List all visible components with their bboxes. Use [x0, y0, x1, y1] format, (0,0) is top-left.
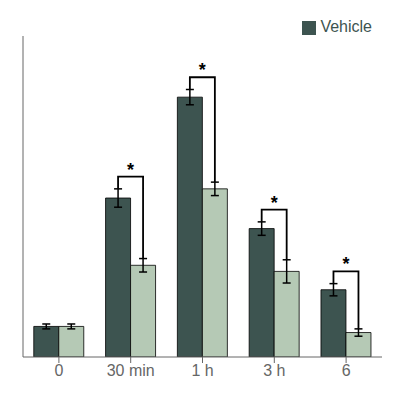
svg-text:*: *: [127, 160, 134, 180]
svg-text:*: *: [271, 193, 278, 213]
svg-text:*: *: [199, 60, 206, 80]
svg-text:6: 6: [342, 362, 351, 379]
svg-text:1 h: 1 h: [191, 362, 213, 379]
svg-text:*: *: [342, 254, 349, 274]
svg-text:0: 0: [54, 362, 63, 379]
svg-text:30 min: 30 min: [107, 362, 155, 379]
html-text:Vehicle: Vehicle: [320, 18, 372, 35]
svg-text:3 h: 3 h: [263, 362, 285, 379]
